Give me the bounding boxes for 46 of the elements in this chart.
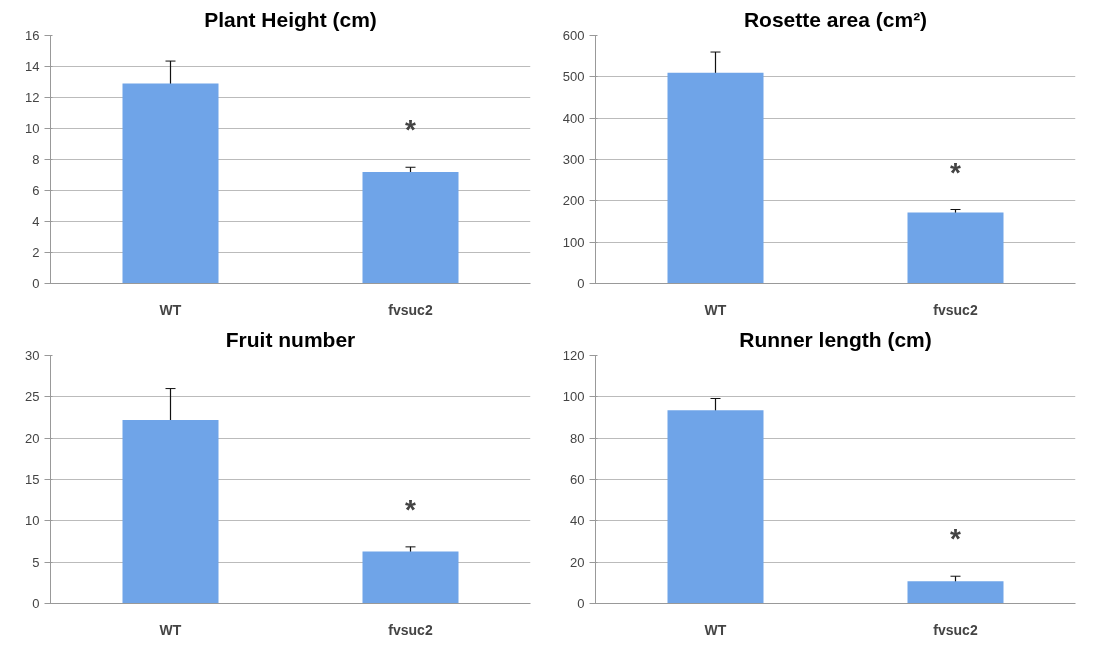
y-tick-label: 14 xyxy=(25,59,40,74)
y-tick-label: 100 xyxy=(562,234,585,250)
annotation: * xyxy=(950,156,962,188)
x-tick-label: WT xyxy=(159,301,182,318)
annotation: * xyxy=(950,523,962,555)
chart-title: Plant Height (cm) xyxy=(204,7,377,31)
y-tick-label: 80 xyxy=(570,430,585,446)
chart-title: Rosette area (cm²) xyxy=(743,7,928,31)
y-tick-label: 0 xyxy=(577,276,585,291)
y-tick-label: 400 xyxy=(562,110,585,126)
y-tick-label: 60 xyxy=(570,472,585,487)
y-tick-label: 12 xyxy=(25,90,40,105)
y-tick-label: 30 xyxy=(25,348,40,363)
x-tick-label: WT xyxy=(159,621,182,638)
y-tick-label: 20 xyxy=(570,554,585,570)
y-tick-label: 120 xyxy=(562,348,585,363)
y-tick-label: 20 xyxy=(25,430,40,446)
y-tick-label: 25 xyxy=(25,389,40,405)
annotation: * xyxy=(405,493,417,525)
y-tick-label: 600 xyxy=(562,28,585,43)
y-tick-label: 5 xyxy=(32,554,40,570)
y-tick-label: 40 xyxy=(570,513,585,529)
x-tick-label: fvsuc2 xyxy=(388,301,433,318)
y-tick-label: 16 xyxy=(25,28,40,43)
y-tick-label: 10 xyxy=(25,121,40,136)
x-tick-label: WT xyxy=(704,621,727,638)
x-tick-label: WT xyxy=(704,301,727,318)
x-tick-label: fvsuc2 xyxy=(933,621,978,638)
y-tick-label: 500 xyxy=(562,69,585,85)
y-tick-label: 6 xyxy=(32,183,40,198)
y-tick-label: 2 xyxy=(32,245,40,260)
x-tick-label: fvsuc2 xyxy=(388,621,433,638)
y-tick-label: 200 xyxy=(562,193,585,209)
y-tick-label: 0 xyxy=(577,596,585,611)
y-tick-label: 100 xyxy=(562,389,585,405)
x-tick-label: fvsuc2 xyxy=(933,301,978,318)
y-tick-label: 300 xyxy=(562,152,585,167)
y-tick-label: 10 xyxy=(25,513,40,529)
annotation: * xyxy=(405,114,417,146)
chart-title: Fruit number xyxy=(225,327,356,351)
y-tick-label: 8 xyxy=(32,152,40,167)
chart-title: Runner length (cm) xyxy=(739,327,932,351)
y-tick-label: 4 xyxy=(32,214,40,229)
y-tick-label: 15 xyxy=(25,472,40,487)
y-tick-label: 0 xyxy=(32,276,40,291)
y-tick-label: 0 xyxy=(32,596,40,611)
